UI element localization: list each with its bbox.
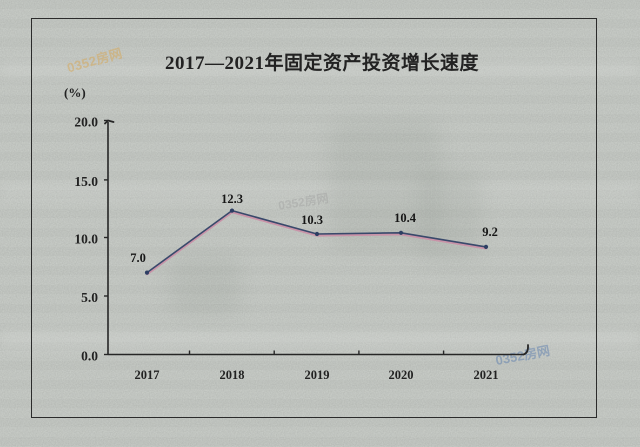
svg-text:9.2: 9.2 [482,225,498,239]
svg-text:2021: 2021 [474,368,499,382]
svg-text:7.0: 7.0 [130,251,146,265]
svg-text:2020: 2020 [389,368,414,382]
svg-text:5.0: 5.0 [81,290,98,305]
svg-text:20.0: 20.0 [74,115,98,130]
svg-text:2018: 2018 [220,368,245,382]
svg-text:12.3: 12.3 [221,192,243,206]
svg-text:15.0: 15.0 [74,174,98,189]
svg-text:10.4: 10.4 [394,211,417,225]
svg-text:0.0: 0.0 [81,349,98,364]
svg-text:2017: 2017 [135,368,160,382]
svg-text:10.0: 10.0 [74,232,98,247]
svg-text:10.3: 10.3 [301,213,323,227]
svg-text:2019: 2019 [305,368,330,382]
